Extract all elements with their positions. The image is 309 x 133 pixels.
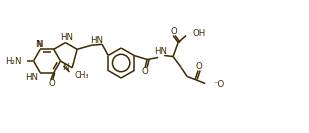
Text: O: O — [196, 62, 202, 71]
Text: ⁻O: ⁻O — [213, 80, 224, 89]
Text: HN: HN — [154, 47, 167, 56]
Text: N: N — [35, 40, 41, 49]
Text: N: N — [62, 63, 69, 72]
Text: O: O — [171, 27, 177, 36]
Text: H₂N: H₂N — [5, 57, 22, 65]
Text: HN: HN — [60, 33, 73, 42]
Text: OH: OH — [192, 29, 205, 38]
Text: O: O — [142, 67, 149, 76]
Text: N: N — [36, 40, 43, 49]
Text: CH₃: CH₃ — [74, 72, 89, 80]
Text: HN: HN — [90, 36, 103, 45]
Text: O: O — [49, 79, 55, 88]
Text: HN: HN — [25, 73, 38, 82]
